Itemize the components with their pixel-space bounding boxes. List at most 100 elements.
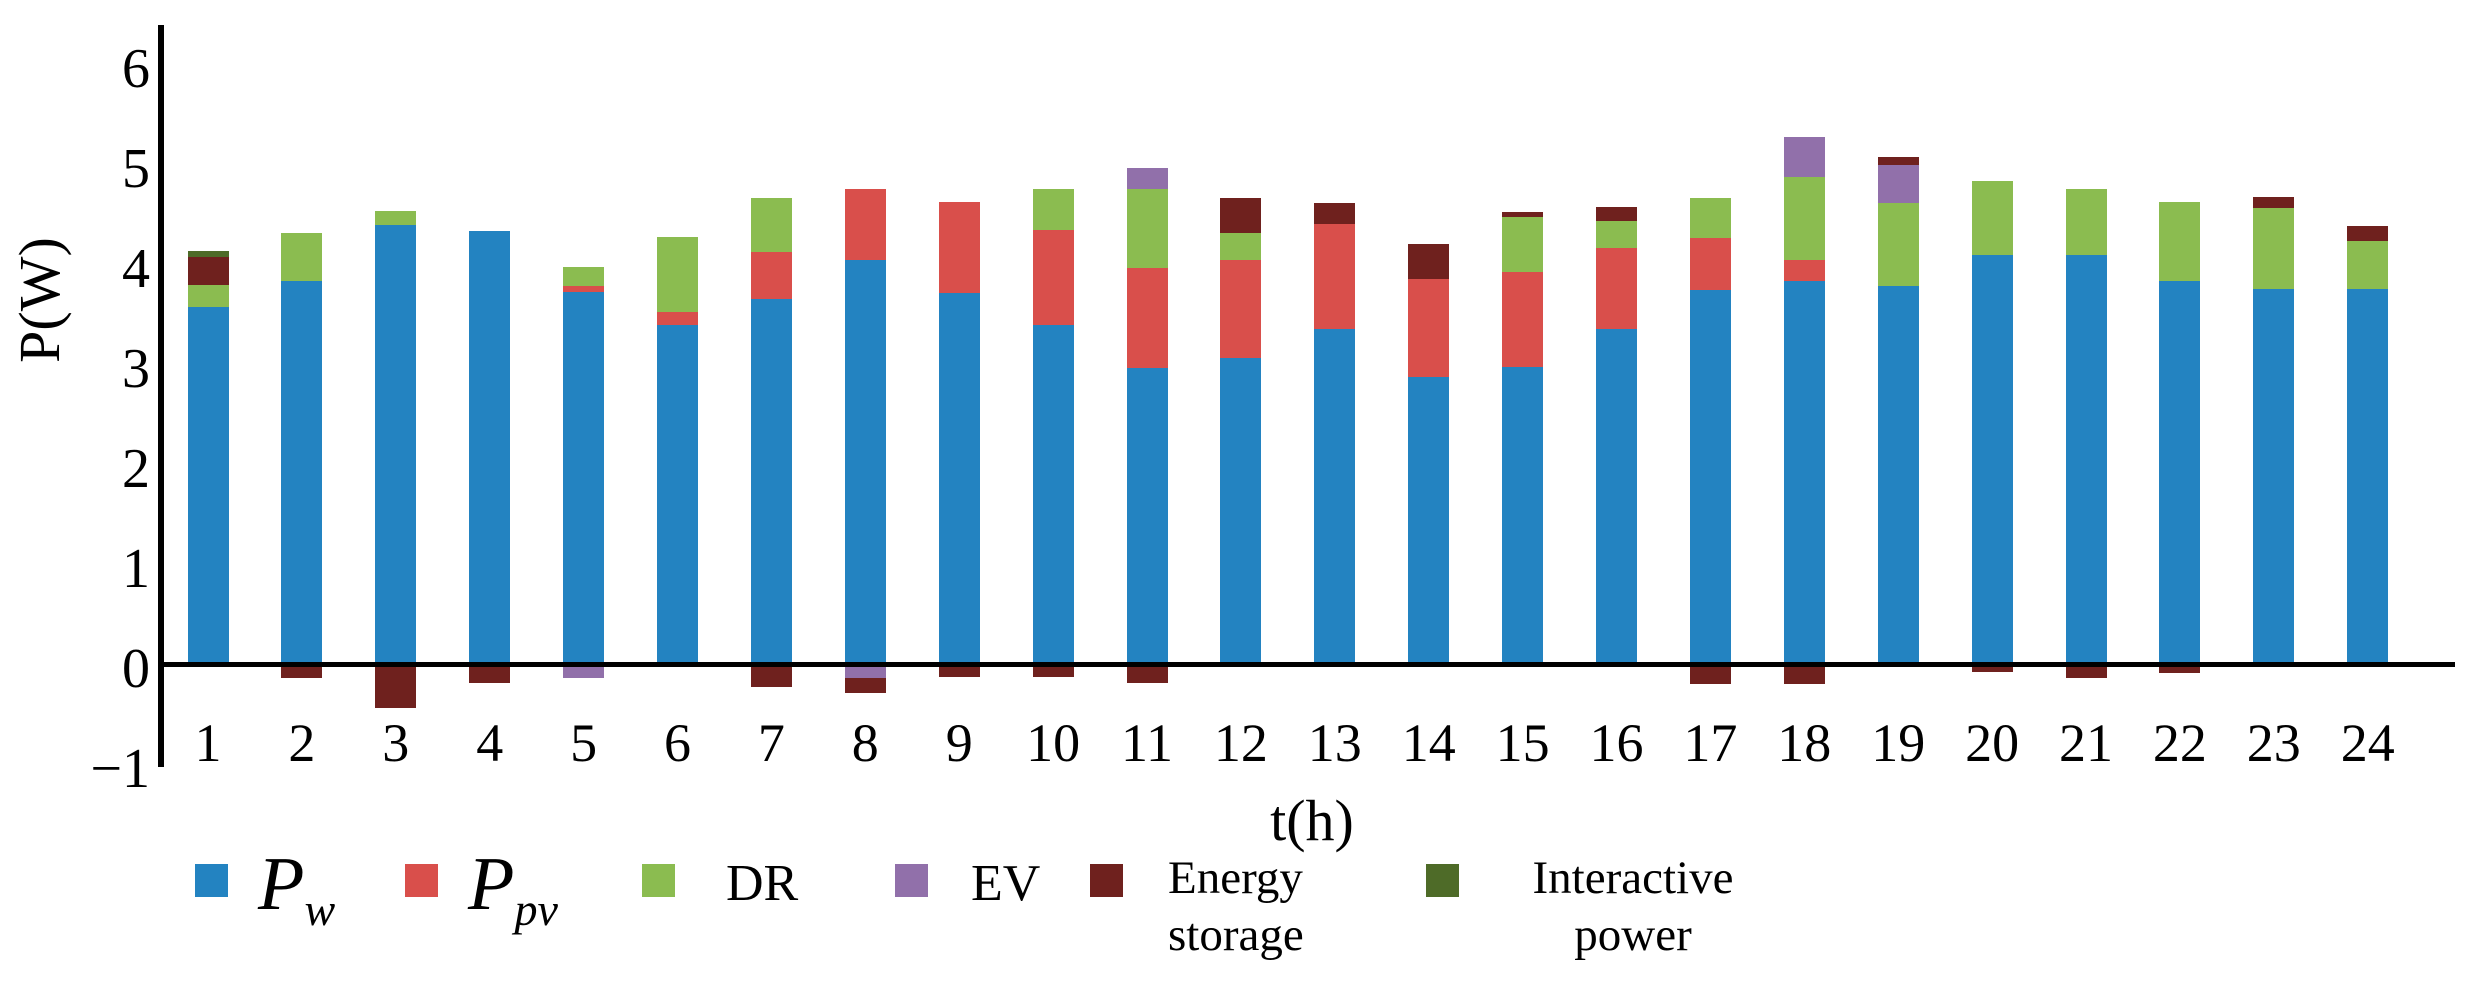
bar-6-segment-ppv (657, 311, 698, 325)
legend-label-dr: DR (726, 855, 799, 912)
bar-18-segment-dr (1783, 176, 1825, 260)
x-tick-label-7: 7 (757, 713, 785, 773)
bar-8-segment-pw (844, 259, 886, 665)
bar-21-segment-dr (2065, 188, 2107, 255)
bar-13-segment-energy-storage (1314, 202, 1356, 224)
bar-18-segment-energy-storage (1783, 664, 1825, 684)
bar-5-segment-ev (563, 664, 605, 678)
bar-1-segment-pw (187, 306, 229, 665)
bar-14-segment-ppv (1408, 278, 1450, 377)
bar-6-segment-dr (657, 236, 698, 312)
x-tick-label-16: 16 (1589, 713, 1644, 773)
bar-22-segment-energy-storage (2159, 664, 2201, 673)
legend-label-energy-storage: Energy storage (1168, 852, 1304, 961)
legend-swatch-energy-storage (1090, 864, 1123, 897)
x-axis-title: t(h) (1270, 788, 1354, 853)
bar-12-segment-energy-storage (1220, 197, 1262, 233)
bar-21-segment-energy-storage (2065, 664, 2107, 678)
bar-2-segment-energy-storage (281, 664, 323, 678)
y-tick-label-3: 3 (122, 337, 150, 400)
bar-11-segment-ppv (1126, 267, 1168, 368)
legend-swatch-pw (195, 864, 228, 897)
bar-7-segment-energy-storage (750, 664, 792, 687)
y-tick-label-6: 6 (122, 37, 150, 100)
legend-label-ev: EV (971, 855, 1041, 912)
bar-2-segment-pw (281, 280, 323, 665)
bar-17-segment-energy-storage (1689, 664, 1731, 684)
bar-8-segment-ev (844, 664, 886, 678)
legend-swatch-ppv (405, 864, 438, 897)
bar-22-segment-dr (2159, 201, 2201, 281)
bar-9-segment-energy-storage (938, 664, 980, 677)
bar-8-segment-ppv (844, 188, 886, 260)
bar-19-segment-ev (1877, 164, 1919, 203)
bar-5-segment-dr (563, 266, 605, 286)
bar-11-segment-pw (1126, 367, 1168, 665)
x-tick-label-10: 10 (1026, 713, 1081, 773)
bar-16-segment-ppv (1596, 247, 1637, 329)
x-axis-line (158, 662, 2455, 667)
bar-23-segment-pw (2253, 288, 2295, 665)
legend-label-pw: Pw (258, 842, 336, 936)
bar-22-segment-pw (2159, 280, 2201, 665)
x-tick-label-18: 18 (1777, 713, 1832, 773)
bar-11-segment-ev (1126, 167, 1168, 189)
x-tick-label-12: 12 (1213, 713, 1268, 773)
bar-9-segment-pw (938, 292, 980, 665)
y-tick-label-0: 0 (122, 637, 150, 700)
bar-12-segment-pw (1220, 357, 1262, 665)
bar-10-segment-pw (1032, 324, 1074, 665)
x-tick-label-3: 3 (382, 713, 410, 773)
bar-1-segment-interactive-power (187, 250, 229, 257)
bar-17-segment-ppv (1689, 237, 1731, 290)
bar-17-segment-dr (1689, 197, 1731, 238)
bar-23-segment-dr (2253, 207, 2295, 289)
x-tick-label-13: 13 (1307, 713, 1362, 773)
bar-10-segment-ppv (1032, 229, 1074, 325)
x-tick-label-24: 24 (2340, 713, 2395, 773)
x-tick-label-21: 21 (2059, 713, 2113, 773)
bar-11-segment-energy-storage (1126, 664, 1168, 683)
bar-21-segment-pw (2065, 254, 2107, 665)
bar-3-segment-energy-storage (375, 664, 417, 708)
bar-14-segment-energy-storage (1408, 243, 1450, 279)
bar-12-segment-dr (1220, 232, 1262, 260)
bar-10-segment-dr (1032, 188, 1074, 230)
bar-16-segment-pw (1596, 328, 1637, 665)
bar-15-segment-energy-storage (1502, 211, 1544, 217)
legend-label-interactive-power: Interactive power (1532, 852, 1734, 961)
bar-10-segment-energy-storage (1032, 664, 1074, 677)
legend-swatch-dr (642, 864, 675, 897)
bar-24-segment-dr (2347, 240, 2389, 289)
x-tick-label-2: 2 (288, 713, 316, 773)
bar-16-segment-energy-storage (1596, 206, 1637, 221)
bar-3-segment-dr (375, 210, 417, 225)
legend-swatch-interactive-power (1426, 864, 1459, 897)
bar-13-segment-pw (1314, 328, 1356, 665)
bar-19-segment-dr (1877, 202, 1919, 286)
y-tick-label-5: 5 (122, 137, 150, 200)
bar-19-segment-pw (1877, 285, 1919, 665)
x-tick-label-11: 11 (1121, 713, 1173, 773)
x-tick-label-19: 19 (1871, 713, 1926, 773)
bar-12-segment-ppv (1220, 259, 1262, 358)
y-tick-label-2: 2 (122, 437, 150, 500)
x-tick-label-5: 5 (570, 713, 598, 773)
bar-17-segment-pw (1689, 289, 1731, 665)
bar-6-segment-pw (657, 324, 698, 665)
bar-3-segment-pw (375, 224, 417, 665)
x-tick-label-4: 4 (476, 713, 504, 773)
bar-4-segment-pw (469, 230, 511, 665)
y-axis-line (158, 25, 164, 767)
bar-5-segment-ppv (563, 285, 605, 292)
bar-8-segment-energy-storage (844, 677, 886, 693)
bar-14-segment-pw (1408, 376, 1450, 665)
y-tick-label--1: −1 (90, 737, 150, 800)
bar-4-segment-energy-storage (469, 664, 511, 683)
bar-18-segment-ev (1783, 136, 1825, 177)
bar-7-segment-ppv (750, 251, 792, 299)
x-tick-label-14: 14 (1401, 713, 1456, 773)
bar-7-segment-pw (750, 298, 792, 665)
x-tick-label-9: 9 (945, 713, 973, 773)
bar-15-segment-ppv (1502, 271, 1544, 367)
